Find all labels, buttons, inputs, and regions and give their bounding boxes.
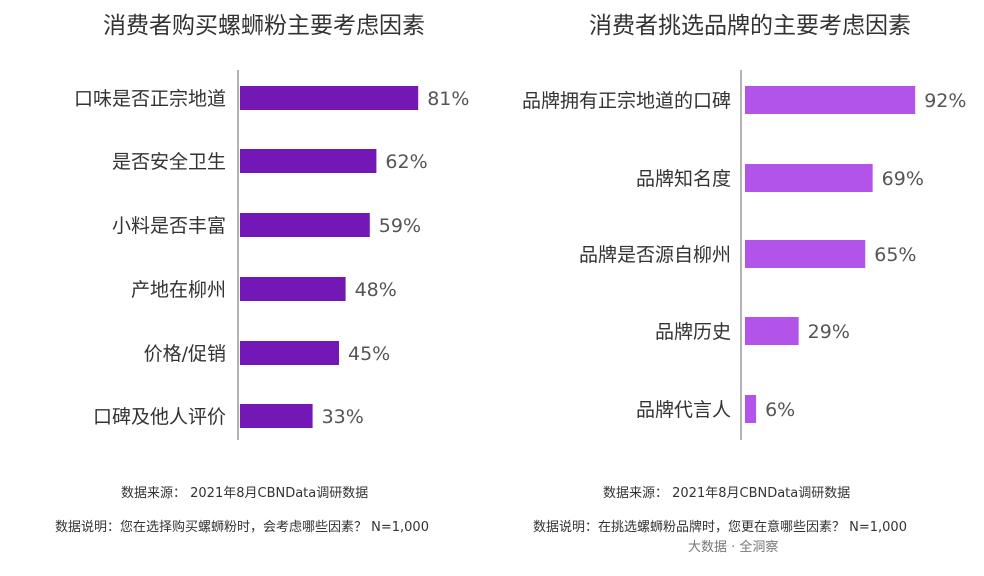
right-category-label-1: 品牌知名度 [636,168,731,190]
left-bar-5 [240,404,313,428]
left-category-label-2: 小料是否丰富 [112,215,226,237]
left-bar-2 [240,213,370,237]
left-category-label-3: 产地在柳州 [131,279,226,301]
right-survey-note: 数据说明：在挑选螺蛳粉品牌时，您更在意哪些因素？ N=1,000 [533,520,907,535]
right-value-label-3: 29% [808,321,850,343]
right-category-label-4: 品牌代言人 [636,399,731,421]
right-chart-title: 消费者挑选品牌的主要考虑因素 [589,13,911,39]
left-value-label-2: 59% [379,215,421,237]
right-category-label-2: 品牌是否源自柳州 [579,244,731,266]
left-category-label-4: 价格/促销 [144,343,226,365]
left-category-label-0: 口味是否正宗地道 [74,88,226,110]
left-bar-0 [240,86,419,110]
left-chart-title: 消费者购买螺蛳粉主要考虑因素 [103,13,425,39]
left-bar-3 [240,277,346,301]
right-value-label-2: 65% [874,244,916,266]
right-source-note: 数据来源： 2021年8月CBNData调研数据 [603,486,851,501]
left-value-label-5: 33% [322,406,364,428]
left-bar-1 [240,149,377,173]
right-value-label-0: 92% [924,90,966,112]
right-bar-3 [745,317,799,345]
right-bar-2 [745,240,866,268]
credit-text: 大数据 · 全洞察 [688,540,779,555]
right-bar-4 [745,395,757,423]
left-chart-marks: 口味是否正宗地道 81% 是否安全卫生 62% 小料是否丰富 59% 产地在柳州 48% 价格/… [74,86,469,428]
right-chart-marks: 品牌拥有正宗地道的口碑 92% 品牌知名度 69% 品牌是否源自柳州 65% 品牌历史 29%… [522,86,966,423]
right-bar-0 [745,86,916,114]
right-bar-1 [745,164,873,192]
left-value-label-3: 48% [355,279,397,301]
left-survey-note: 数据说明：您在选择购买螺蛳粉时，会考虑哪些因素？ N=1,000 [55,520,429,535]
right-value-label-1: 69% [882,168,924,190]
right-category-label-0: 品牌拥有正宗地道的口碑 [522,90,731,112]
left-value-label-4: 45% [348,343,390,365]
left-value-label-0: 81% [427,88,469,110]
left-value-label-1: 62% [385,151,427,173]
left-source-note: 数据来源： 2021年8月CBNData调研数据 [121,486,369,501]
left-category-label-5: 口碑及他人评价 [93,406,226,428]
left-category-label-1: 是否安全卫生 [112,151,226,173]
right-value-label-4: 6% [765,399,795,421]
left-bar-4 [240,341,339,365]
right-category-label-3: 品牌历史 [655,321,731,343]
